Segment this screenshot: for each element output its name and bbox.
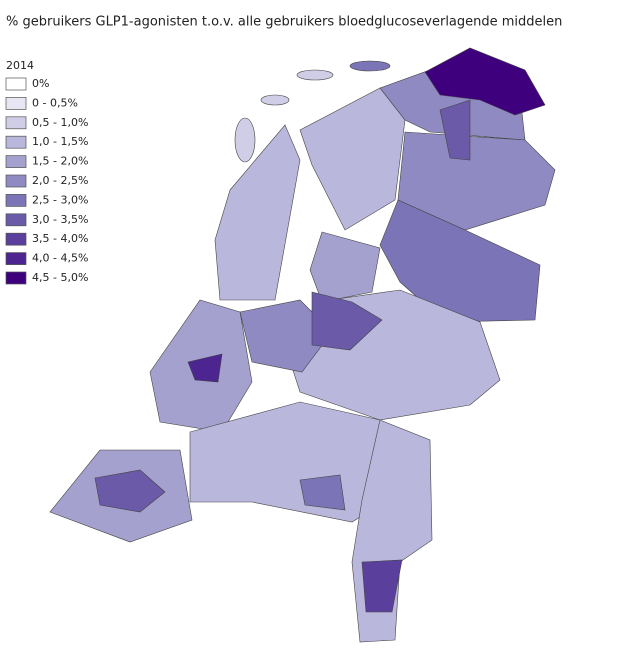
region [309,231,381,303]
region [94,469,166,513]
region [214,124,301,301]
region [361,559,403,613]
legend-swatch [5,135,27,149]
legend-label: 0% [32,77,49,90]
legend-label: 0,5 - 1,0% [32,116,88,129]
legend-swatch [5,174,27,188]
region [296,69,334,81]
region [379,199,541,323]
legend-label: 1,0 - 1,5% [32,135,88,148]
legend: 0% 0 - 0,5% 0,5 - 1,0% 1,0 - 1,5% 1,5 - 2,0%… [5,77,88,285]
region [311,291,383,351]
region [234,117,256,163]
legend-label: 3,5 - 4,0% [32,232,88,245]
region [299,87,406,231]
legend-swatch [5,213,27,227]
region [439,99,471,161]
legend-label: 2,0 - 2,5% [32,174,88,187]
legend-swatch [5,271,27,285]
legend-label: 4,5 - 5,0% [32,271,88,284]
legend-label: 4,0 - 4,5% [32,252,88,265]
legend-swatch [5,232,27,246]
legend-title: 2014 [6,59,34,72]
legend-swatch [5,155,27,168]
legend-swatch [5,194,27,207]
region [187,353,223,383]
region [239,299,333,373]
legend-swatch [5,252,27,265]
map [49,47,556,643]
legend-swatch [5,116,27,130]
region [349,60,391,72]
region [424,47,546,116]
region [299,474,346,511]
legend-label: 3,0 - 3,5% [32,213,88,226]
map-title: % gebruikers GLP1-agonisten t.o.v. alle … [6,15,562,30]
legend-swatch [5,77,27,91]
legend-label: 1,5 - 2,0% [32,155,88,168]
legend-swatch [5,97,27,110]
legend-label: 2,5 - 3,0% [32,193,88,206]
region [260,94,290,106]
legend-label: 0 - 0,5% [32,96,78,109]
